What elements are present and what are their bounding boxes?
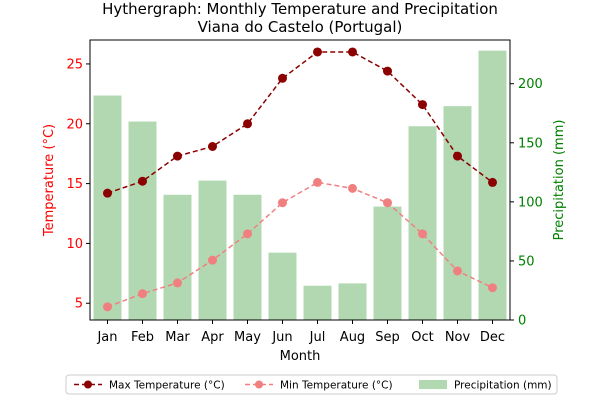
y-right-tick-label: 0	[518, 314, 526, 329]
x-tick-label: Mar	[165, 330, 190, 345]
precipitation-bar	[268, 252, 297, 320]
temperature-point	[103, 188, 112, 198]
x-tick-label: May	[234, 330, 261, 345]
y-right-tick-label: 200	[518, 77, 543, 92]
precipitation-bars	[93, 50, 507, 321]
precipitation-bar	[408, 126, 437, 321]
temperature-point	[138, 176, 147, 186]
x-tick-label: Oct	[411, 330, 433, 345]
chart-subtitle: Viana do Castelo (Portugal)	[198, 18, 403, 36]
temperature-point	[173, 151, 182, 161]
temperature-point	[488, 177, 497, 187]
y-right-tick-label: 100	[518, 195, 543, 210]
x-tick-label: Feb	[131, 330, 154, 345]
temperature-point	[103, 302, 112, 312]
temperature-lines	[103, 47, 497, 312]
x-tick-label: Sep	[375, 330, 400, 345]
temperature-point	[173, 278, 182, 288]
temperature-point	[243, 119, 252, 129]
y-left-tick-label: 20	[66, 117, 83, 132]
plot-frame	[89, 39, 511, 321]
temperature-point	[313, 177, 322, 187]
temperature-point	[383, 198, 392, 208]
y-left-tick-label: 5	[75, 297, 83, 312]
temperature-point	[488, 283, 497, 293]
precipitation-bar	[198, 180, 227, 320]
x-tick-label: Apr	[201, 330, 224, 345]
temperature-series-line	[107, 181, 493, 308]
legend-label: Precipitation (mm)	[454, 380, 552, 392]
legend: Max Temperature (°C) Min Temperature (°C)…	[65, 374, 558, 395]
y-right-axis-label: Precipitation (mm)	[552, 120, 567, 241]
temperature-point	[348, 183, 357, 193]
temperature-point	[243, 229, 252, 239]
legend-box	[65, 374, 558, 395]
y-left-tick-label: 25	[66, 57, 83, 72]
x-axis-label: Month	[280, 349, 321, 364]
x-tick-label: Jun	[271, 330, 292, 345]
precipitation-bar	[303, 285, 332, 320]
precipitation-bar	[338, 283, 367, 320]
temperature-point	[278, 198, 287, 208]
x-tick-label: Nov	[445, 330, 471, 345]
y-right-tick-label: 50	[518, 254, 535, 269]
legend-label: Min Temperature (°C)	[280, 380, 393, 392]
temperature-point	[418, 229, 427, 239]
chart-title: Hythergraph: Monthly Temperature and Pre…	[102, 0, 498, 18]
y-left-tick-label: 10	[66, 237, 83, 252]
temperature-point	[348, 47, 357, 57]
precipitation-bar	[373, 206, 402, 320]
precipitation-bar	[128, 121, 157, 321]
legend-label: Max Temperature (°C)	[109, 380, 225, 392]
precipitation-bar	[93, 95, 122, 320]
temperature-point	[383, 66, 392, 76]
temperature-point	[453, 151, 462, 161]
x-tick-label: Aug	[340, 330, 365, 345]
temperature-point	[208, 255, 217, 265]
precipitation-bar	[163, 194, 192, 320]
x-tick-label: Dec	[480, 330, 505, 345]
temperature-point	[313, 47, 322, 57]
precipitation-bar	[443, 106, 472, 320]
x-tick-label: Jan	[96, 330, 117, 345]
temperature-series-line	[107, 51, 493, 194]
y-left-axis-label: Temperature (°C)	[42, 124, 57, 237]
temperature-point	[138, 289, 147, 299]
temperature-point	[208, 141, 217, 151]
temperature-point	[278, 73, 287, 83]
y-right-tick-label: 150	[518, 136, 543, 151]
legend-marker	[255, 380, 263, 389]
x-tick-label: Jul	[309, 330, 326, 345]
y-left-tick-label: 15	[66, 177, 83, 192]
temperature-point	[453, 266, 462, 276]
temperature-point	[418, 100, 427, 110]
axes: Jan Feb Mar Apr May Jun Jul Aug Sep Oct Nov Dec 5 10 1…	[66, 39, 543, 345]
precipitation-bar	[233, 194, 262, 320]
legend-marker	[84, 380, 92, 389]
legend-bar-swatch	[419, 380, 447, 389]
